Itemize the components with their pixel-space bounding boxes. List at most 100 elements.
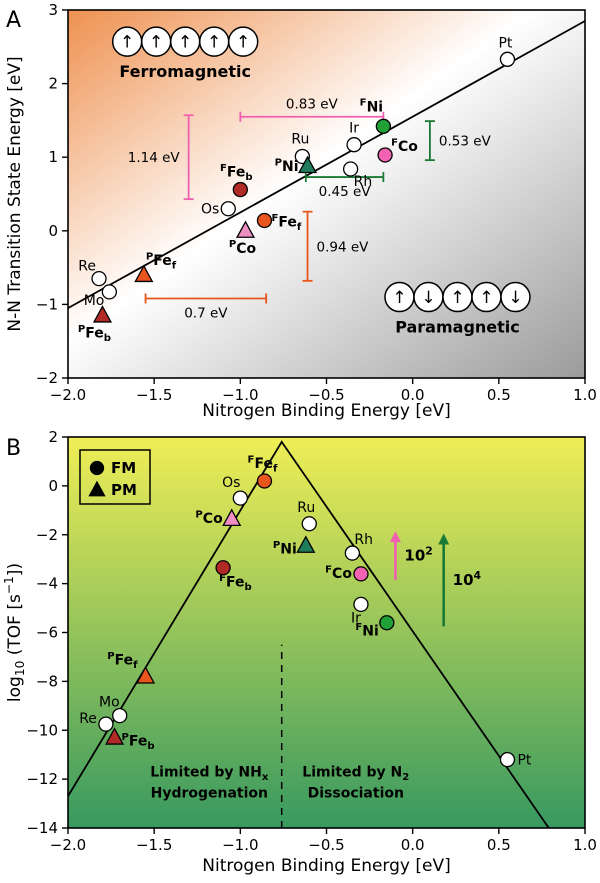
x-tick-label: −1.0 [222,836,258,854]
x-tick-label: 1.0 [573,386,597,404]
svg-text:1.14 eV: 1.14 eV [128,150,181,166]
x-tick-label: −0.5 [308,836,344,854]
point-PFeb [92,305,113,323]
bracket-1-14-eV: 1.14 eV [128,114,194,201]
x-tick-label: 0.5 [487,836,511,854]
y-tick-label: 2 [48,428,58,446]
point-Pt [499,751,516,768]
x-tick-label: 0.0 [401,386,425,404]
point-label-PNi: PNi [273,540,297,558]
point-label-PFef: PFef [146,251,177,271]
x-tick-label: −0.5 [308,386,344,404]
svg-text:↑: ↑ [450,288,464,308]
point-label-PCo: PCo [229,239,257,257]
point-label-FNi: FNi [360,98,383,116]
point-label-PFeb: PFeb [122,732,155,752]
point-label-FFef: FFef [271,213,301,233]
point-FFef [256,473,273,489]
scaling-line [67,20,586,309]
point-label-Ru: Ru [297,500,315,516]
point-FNi [379,615,395,631]
ferromagnetic-spin-icon: ↑ ↑ ↑ ↑ ↑ Ferromagnetic [111,26,259,81]
point-Ir [353,596,369,613]
point-PCo [235,220,256,238]
x-tick-label: 1.0 [573,836,597,854]
x-tick-label: −1.0 [222,386,258,404]
point-label-Pt: Pt [498,35,512,51]
point-label-PFef: PFef [107,651,138,671]
panel-letter-A: A [6,8,21,33]
point-FCo [377,147,393,163]
point-FFeb [215,560,231,576]
point-label-FCo: FCo [391,137,418,155]
point-Os [220,201,236,217]
point-label-FFeb: FFeb [220,163,253,183]
point-label-PNi: PNi [275,157,299,175]
point-label-Rh: Rh [354,174,373,190]
y-tick-label: 0 [48,222,58,240]
y-tick-label: −1 [36,295,58,313]
arrow-label-104: 104 [453,569,482,589]
y-tick-label: 0 [48,477,58,495]
point-Mo [101,284,118,300]
point-Ru [301,516,317,532]
svg-text:0.94 eV: 0.94 eV [317,239,370,255]
legend: FM PM [79,449,151,505]
y-tick-label: −12 [26,770,58,788]
point-FFeb [232,181,248,198]
svg-text:↓: ↓ [421,288,435,308]
svg-text:0.45 eV: 0.45 eV [319,184,372,200]
point-PFeb [104,727,125,745]
point-label-FNi: FNi [355,622,378,640]
point-label-Rh: Rh [354,532,373,548]
magnitude-arrow-104: 104 [438,533,482,627]
y-tick-label: −10 [26,721,58,739]
point-label-Pt: Pt [517,753,531,769]
magnitude-arrow-102: 102 [389,531,433,580]
paramagnetic-spin-icon: ↑ ↓ ↑ ↑ ↓ Paramagnetic [384,281,531,337]
panel-letter-B: B [6,436,21,461]
point-label-Re: Re [78,259,96,275]
bracket-0-7-eV: 0.7 eV [144,293,268,322]
point-label-Ir: Ir [351,610,361,626]
point-Pt [499,51,516,67]
svg-text:↓: ↓ [508,288,522,308]
point-PFef [135,666,156,684]
legend-label-fm: FM [111,459,136,477]
point-Rh [342,161,359,177]
point-label-FFef: FFef [248,454,278,474]
svg-text:0.7 eV: 0.7 eV [184,306,228,322]
x-tick-label: −1.5 [136,836,172,854]
point-label-FCo: FCo [325,564,352,582]
bracket-0-94-eV: 0.94 eV [302,210,370,282]
x-tick-label: −2.0 [50,386,86,404]
point-label-Os: Os [222,475,240,491]
point-Re [98,716,114,732]
point-PCo [222,508,242,526]
limit-text-red-0: Hydrogenation [151,786,268,802]
y-tick-label: 1 [48,148,58,166]
point-label-Mo: Mo [84,293,105,309]
ferromagnetic-label: Ferromagnetic [119,62,251,81]
y-tick-label: −4 [36,575,58,593]
point-label-FFeb: FFeb [219,573,252,593]
y-tick-label: 2 [48,75,58,93]
point-label-PCo: PCo [195,509,223,527]
legend-marker-fm [89,460,105,476]
bracket-0-83-eV: 0.83 eV [239,97,385,122]
x-tick-label: −2.0 [50,836,86,854]
point-FCo [353,566,369,582]
point-Ir [346,137,362,153]
svg-text:↑: ↑ [120,33,134,53]
y-tick-label: −8 [36,672,58,690]
point-label-Ir: Ir [349,121,359,137]
svg-text:↑: ↑ [236,33,250,53]
svg-text:↑: ↑ [392,288,406,308]
point-Os [232,490,248,506]
y-tick-label: −14 [26,819,58,837]
svg-text:0.53 eV: 0.53 eV [439,134,492,150]
point-label-Ru: Ru [291,131,309,147]
point-label-Re: Re [79,711,97,727]
bracket-0-53-eV: 0.53 eV [424,120,492,162]
